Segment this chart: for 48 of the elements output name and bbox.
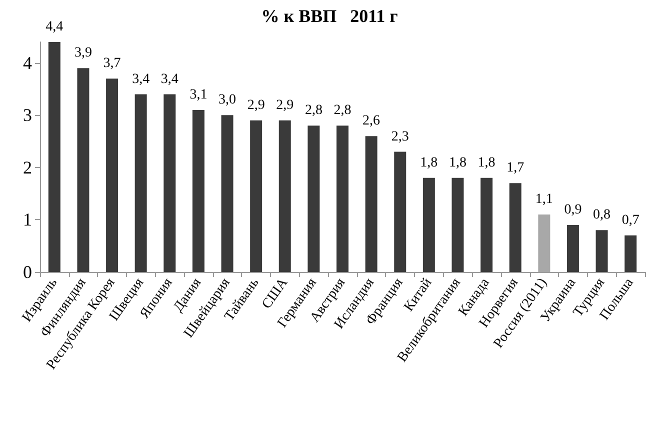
data-label: 0,8 xyxy=(593,208,611,223)
bar xyxy=(596,230,608,272)
bar xyxy=(192,110,204,272)
bar xyxy=(624,235,637,272)
y-tick-label: 1 xyxy=(23,210,32,230)
bar xyxy=(308,126,320,272)
data-label: 1,7 xyxy=(506,160,524,176)
data-label: 2,8 xyxy=(304,103,322,118)
bar xyxy=(221,115,234,272)
bar xyxy=(134,94,147,272)
bar xyxy=(422,178,435,272)
bar xyxy=(509,183,522,272)
bar xyxy=(106,78,118,272)
data-label: 2,8 xyxy=(334,103,352,118)
data-label: 0,7 xyxy=(622,212,640,228)
bar xyxy=(250,120,262,272)
data-label: 2,9 xyxy=(247,98,265,113)
bar xyxy=(480,178,493,272)
bar xyxy=(538,214,550,272)
bar xyxy=(164,94,176,272)
data-label: 3,9 xyxy=(74,46,92,61)
data-label: 0,9 xyxy=(564,202,582,218)
data-label: 2,9 xyxy=(276,98,294,113)
data-label: 2,6 xyxy=(362,114,380,129)
data-label: 4,4 xyxy=(46,20,64,34)
y-tick-label: 2 xyxy=(23,157,32,178)
data-label: 3,7 xyxy=(103,56,121,72)
data-label: 3,0 xyxy=(218,92,236,108)
y-tick-label: 0 xyxy=(23,262,32,282)
y-tick-label: 3 xyxy=(23,105,32,126)
y-tick-label: 4 xyxy=(23,52,32,73)
data-label: 3,1 xyxy=(190,87,208,102)
bar xyxy=(452,178,464,272)
data-label: 1,8 xyxy=(448,155,466,170)
bar xyxy=(336,126,348,272)
data-label: 3,4 xyxy=(132,72,150,87)
bar xyxy=(566,224,579,272)
bar xyxy=(77,68,90,272)
data-label: 1,8 xyxy=(420,155,438,170)
bar xyxy=(278,120,291,272)
chart-title: % к ВВП 2011 г xyxy=(261,6,398,26)
bar xyxy=(394,152,406,272)
bar xyxy=(365,136,378,272)
data-label: 1,8 xyxy=(478,155,496,170)
data-label: 3,4 xyxy=(160,72,178,87)
bar xyxy=(48,42,60,272)
data-label: 1,1 xyxy=(535,192,553,207)
data-label: 2,3 xyxy=(391,129,409,144)
